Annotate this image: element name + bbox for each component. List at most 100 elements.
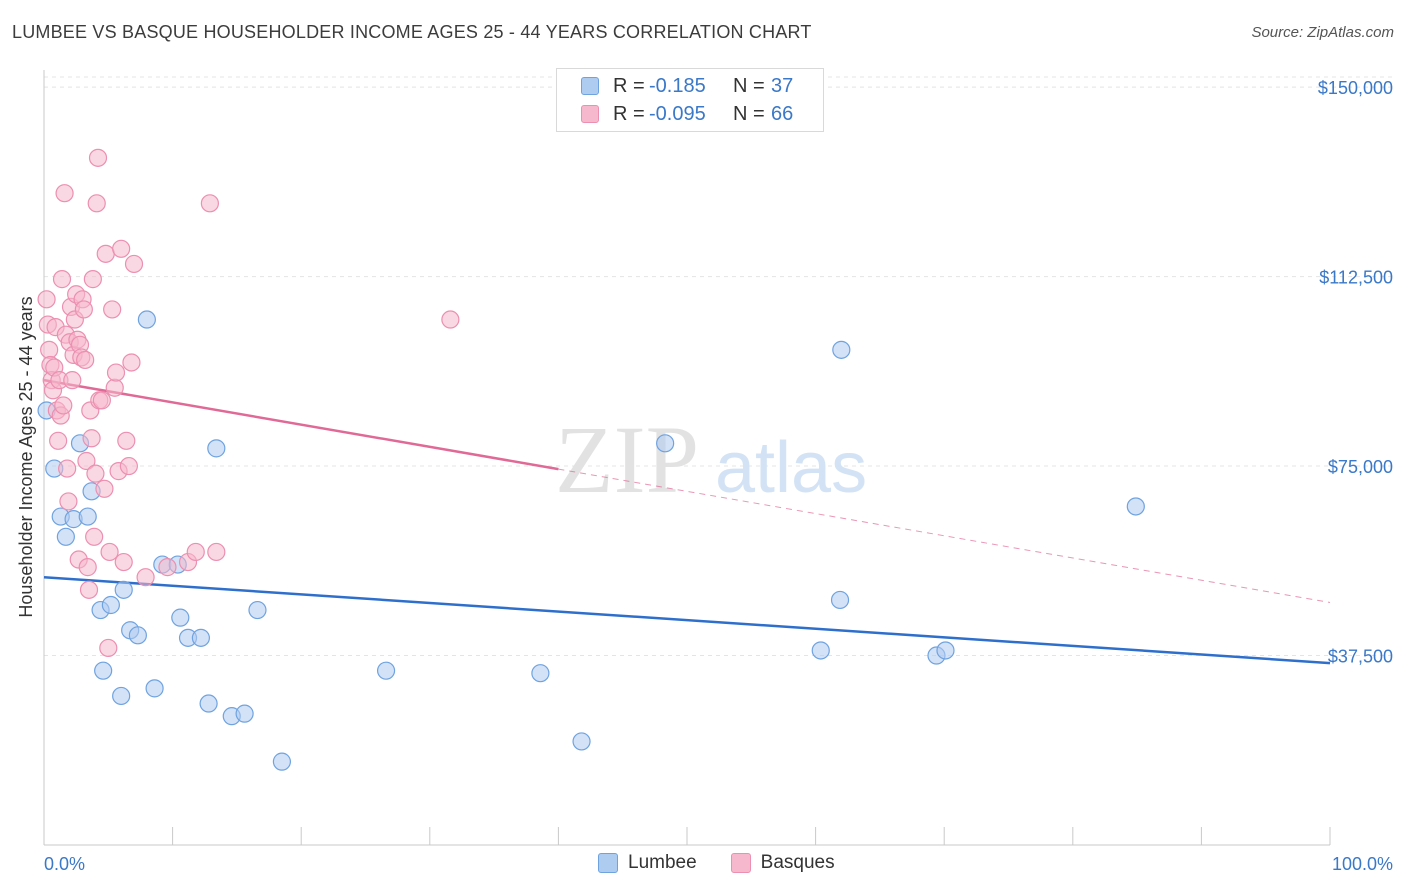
n-label: N = xyxy=(733,74,765,97)
r-label: R = xyxy=(613,102,645,125)
lumbee-point xyxy=(112,686,131,706)
legend-item-lumbee[interactable]: Lumbee xyxy=(598,852,697,874)
lumbee-swatch xyxy=(581,77,599,95)
source-label: Source: ZipAtlas.com xyxy=(1251,24,1394,41)
basques-point xyxy=(112,239,131,258)
basques-point xyxy=(105,378,124,397)
basques-point xyxy=(99,638,118,658)
basques-point xyxy=(96,244,115,263)
lumbee-point xyxy=(832,340,851,359)
grid xyxy=(44,76,1396,657)
y-tick-label: $37,500 xyxy=(1328,647,1393,667)
basques-point xyxy=(78,558,97,577)
lumbee-point xyxy=(811,641,830,660)
r-value: -0.185 xyxy=(649,74,706,97)
basques-point xyxy=(114,552,133,572)
basques-point xyxy=(106,363,126,382)
basques-point xyxy=(37,290,56,309)
basques-point xyxy=(92,391,111,410)
basques-point xyxy=(117,431,136,450)
basques-point xyxy=(52,270,72,289)
legend-label: Basques xyxy=(760,852,835,873)
watermark-atlas: atlas xyxy=(715,428,867,508)
series-legend: Lumbee Basques xyxy=(598,852,869,874)
lumbee-point xyxy=(56,527,75,546)
basques-point xyxy=(158,558,177,577)
lumbee-point xyxy=(128,626,147,645)
basques-point xyxy=(122,353,141,372)
trend-lines xyxy=(43,378,1331,665)
basques-point xyxy=(103,300,122,319)
basques-point xyxy=(119,456,138,476)
r-label: R = xyxy=(613,74,645,97)
y-tick-label: $112,500 xyxy=(1319,268,1393,288)
lumbee-point xyxy=(114,580,133,599)
basques-trend-extension xyxy=(558,468,1331,603)
lumbee-point xyxy=(171,608,190,627)
y-axis-label: Householder Income Ages 25 - 44 years xyxy=(16,296,36,617)
lumbee-point xyxy=(137,310,156,329)
lumbee-point xyxy=(936,641,955,660)
lumbee-legend-swatch xyxy=(598,853,618,873)
basques-point xyxy=(136,568,155,587)
basques-point xyxy=(86,464,105,483)
basques-point xyxy=(85,527,104,546)
basques-point xyxy=(77,451,96,471)
stats-row-basques: R = -0.095 N = 66 xyxy=(557,101,793,127)
n-value: 37 xyxy=(771,74,794,97)
basques-point xyxy=(58,459,77,478)
basques-point xyxy=(79,580,99,599)
lumbee-point xyxy=(376,661,396,680)
basques-point xyxy=(54,396,73,415)
lumbee-point xyxy=(656,434,675,453)
basques-point xyxy=(59,492,78,511)
y-tick-label: $75,000 xyxy=(1328,457,1393,477)
n-value: 66 xyxy=(771,102,794,125)
lumbee-point xyxy=(94,661,113,680)
axes xyxy=(43,70,1331,846)
lumbee-trend-line xyxy=(43,575,1331,665)
lumbee-point xyxy=(235,704,254,723)
lumbee-point xyxy=(145,679,164,698)
basques-point xyxy=(55,184,74,203)
n-label: N = xyxy=(733,102,765,125)
basques-point xyxy=(40,340,59,359)
basques-point xyxy=(76,350,95,370)
x-tick-label: 100.0% xyxy=(1332,854,1393,874)
basques-swatch xyxy=(581,105,599,123)
basques-point xyxy=(207,542,226,562)
basques-point xyxy=(186,542,205,562)
basques-point xyxy=(100,542,119,562)
basques-point xyxy=(49,431,68,450)
basques-point xyxy=(441,310,460,329)
data-points xyxy=(37,148,1145,771)
lumbee-point xyxy=(1126,497,1145,516)
basques-point xyxy=(83,270,102,289)
basques-point xyxy=(200,194,219,213)
basques-point xyxy=(88,148,108,167)
lumbee-point xyxy=(101,595,120,615)
lumbee-point xyxy=(199,694,218,713)
lumbee-point xyxy=(78,507,97,526)
y-tick-label: $150,000 xyxy=(1318,78,1393,98)
chart-title: LUMBEE VS BASQUE HOUSEHOLDER INCOME AGES… xyxy=(12,22,812,42)
lumbee-point xyxy=(572,732,591,751)
r-value: -0.095 xyxy=(649,102,706,125)
basques-point xyxy=(74,300,93,319)
lumbee-point xyxy=(207,439,226,458)
basques-point xyxy=(124,254,144,274)
legend-item-basques[interactable]: Basques xyxy=(730,852,835,874)
watermark-zip: ZIP xyxy=(555,406,699,513)
legend-label: Lumbee xyxy=(628,852,697,873)
lumbee-point xyxy=(531,664,550,683)
basques-point xyxy=(95,479,114,498)
basques-point xyxy=(82,429,101,448)
stats-row-lumbee: R = -0.185 N = 37 xyxy=(557,73,793,99)
lumbee-point xyxy=(272,752,292,771)
basques-trend-line xyxy=(43,378,559,471)
lumbee-point xyxy=(830,590,850,610)
basques-legend-swatch xyxy=(730,853,751,873)
stats-legend: R = -0.185 N = 37 R = -0.095 N = 66 xyxy=(556,68,824,132)
tick-labels: $37,500 $75,000 $112,500 $150,000 0.0% 100.0% xyxy=(44,78,1393,874)
